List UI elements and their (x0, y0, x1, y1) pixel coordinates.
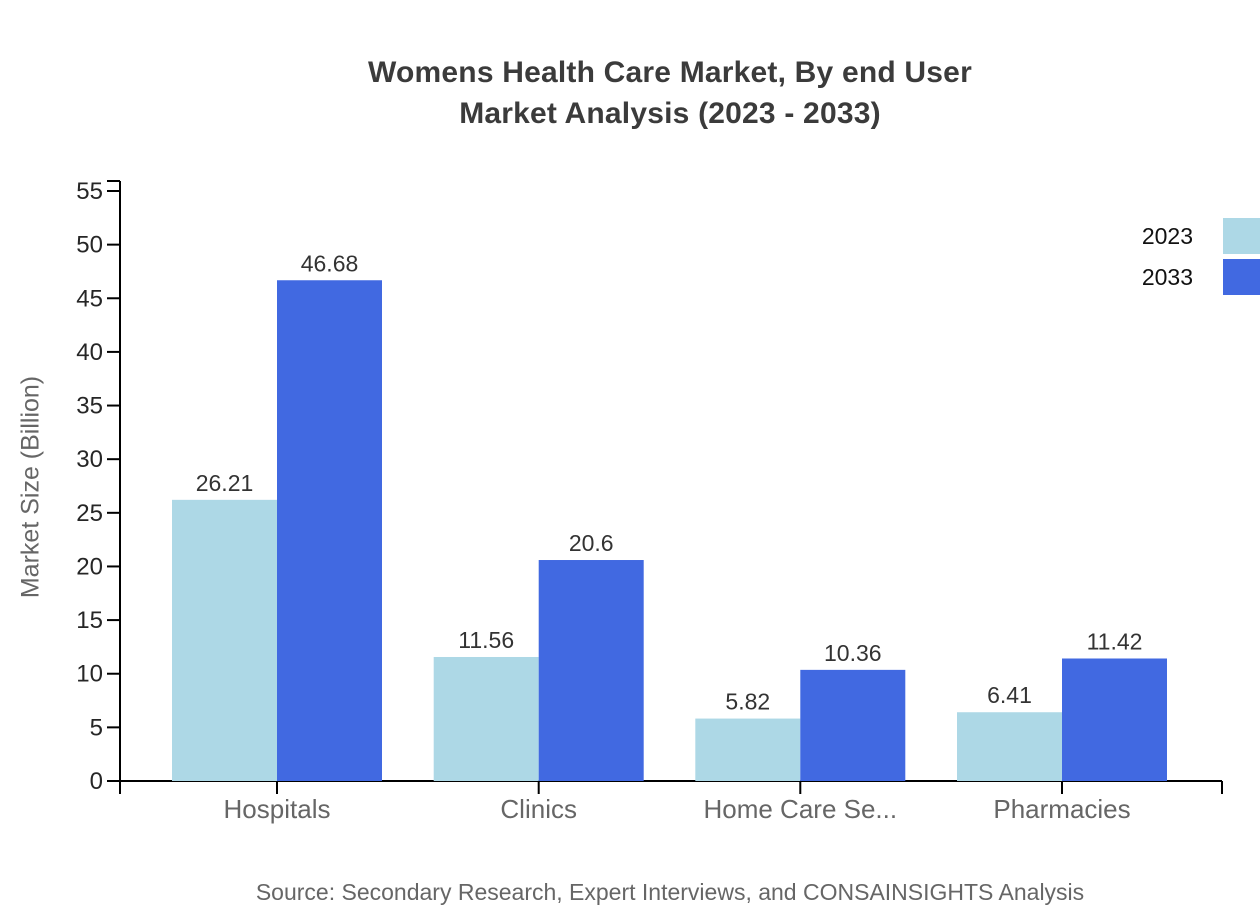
bar-2023-category-1 (433, 656, 539, 781)
bar-value-label: 20.6 (569, 530, 614, 556)
bar-value-label: 10.36 (824, 640, 882, 666)
legend-item-2033: 2033 (1142, 259, 1260, 295)
source-note: Source: Secondary Research, Expert Inter… (255, 879, 1085, 905)
y-tick-label: 0 (90, 768, 103, 795)
chart-title: Womens Health Care Market, By end User M… (80, 52, 1260, 134)
bar-value-label: 26.21 (196, 470, 254, 496)
legend-item-2023: 2023 (1142, 218, 1260, 254)
legend-swatch-2023 (1223, 218, 1260, 254)
legend: 2023 2033 (1142, 218, 1260, 295)
chart-title-line1: Womens Health Care Market, By end User (368, 56, 972, 89)
y-tick-label: 35 (76, 393, 103, 420)
y-tick-label: 20 (76, 553, 103, 580)
chart-title-line2: Market Analysis (2023 - 2033) (459, 97, 881, 130)
bar-value-label: 11.56 (458, 627, 514, 653)
bar-value-label: 46.68 (301, 250, 359, 276)
y-tick-label: 30 (76, 446, 103, 473)
legend-label-2033: 2033 (1141, 263, 1193, 290)
bar-2033-category-3 (1062, 658, 1167, 781)
bar-2023-category-2 (695, 718, 801, 781)
y-tick-label: 40 (76, 339, 103, 366)
bar-2033-category-0 (277, 280, 382, 781)
bar-2033-category-1 (538, 560, 644, 781)
x-category-label: Home Care Se... (703, 794, 897, 824)
bar-value-label: 11.42 (1087, 628, 1143, 654)
x-category-label: Clinics (500, 794, 577, 824)
bar-2023-category-0 (172, 499, 277, 781)
x-category-label: Hospitals (224, 794, 331, 824)
y-tick-label: 10 (76, 661, 103, 688)
y-tick-label: 45 (76, 285, 103, 312)
x-category-label: Pharmacies (993, 794, 1130, 824)
y-tick-label: 50 (76, 232, 103, 259)
y-tick-label: 55 (76, 178, 103, 205)
y-tick-label: 25 (76, 500, 103, 527)
y-tick-label: 5 (90, 714, 103, 741)
bar-2033-category-2 (800, 669, 906, 781)
legend-swatch-2033 (1223, 259, 1260, 295)
y-tick-label: 15 (76, 607, 103, 634)
bar-value-label: 6.41 (987, 682, 1032, 708)
bar-2023-category-3 (957, 712, 1062, 781)
bar-value-label: 5.82 (725, 689, 770, 715)
legend-label-2023: 2023 (1141, 222, 1193, 249)
